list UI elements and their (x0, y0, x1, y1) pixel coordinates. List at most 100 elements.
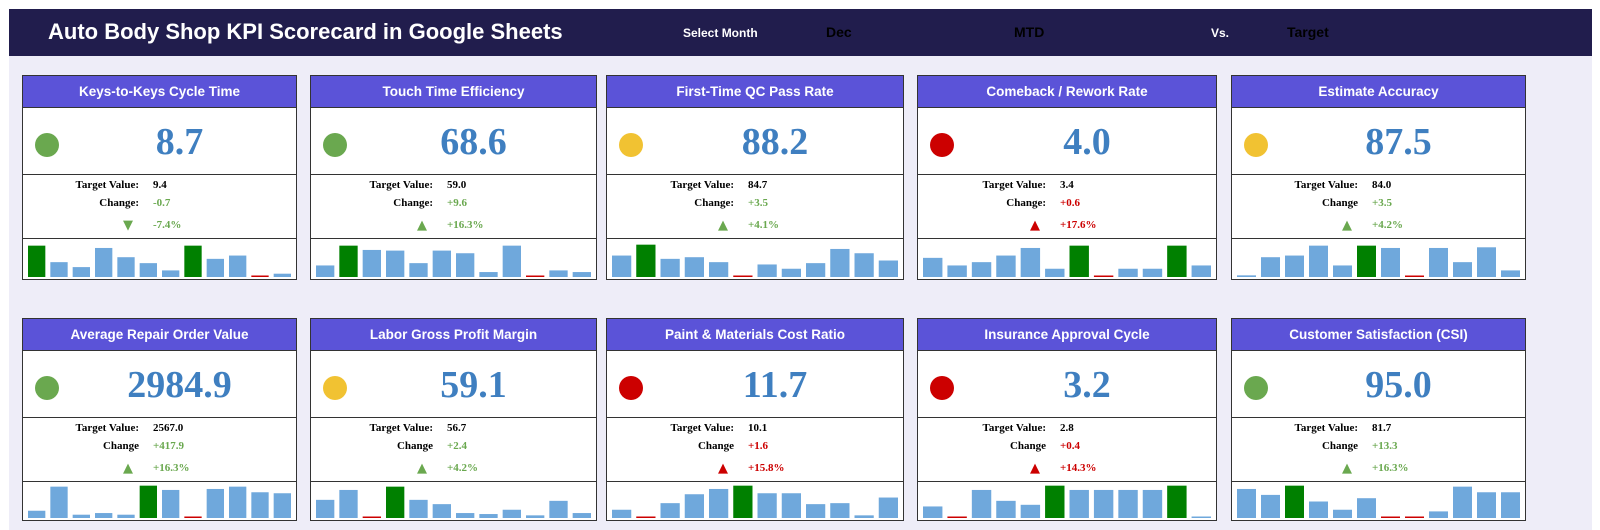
sparkline-bar (1309, 501, 1328, 518)
target-value: 56.7 (447, 422, 467, 434)
sparkline-svg (28, 485, 291, 518)
status-indicator-icon (323, 376, 347, 400)
kpi-title: Comeback / Rework Rate (918, 76, 1216, 108)
kpi-value: 59.1 (440, 364, 507, 406)
sparkline-bar (1118, 268, 1138, 277)
sparkline-svg (316, 245, 591, 277)
kpi-stats: Target Value: 84.7 Change: +3.5 ▲ +4.1% (607, 175, 903, 239)
sparkline-bar (1501, 270, 1520, 277)
arrow-up-icon: ▲ (1030, 461, 1040, 476)
vs-label: Vs. (1211, 26, 1230, 40)
sparkline-chart (23, 482, 296, 520)
sparkline-bar (660, 258, 680, 277)
kpi-value: 95.0 (1365, 364, 1432, 406)
sparkline-bar (139, 263, 157, 277)
sparkline-svg (923, 485, 1211, 518)
sparkline-chart (311, 241, 596, 279)
target-value: 84.7 (748, 179, 768, 191)
kpi-value: 2984.9 (127, 364, 232, 406)
sparkline-bar (684, 257, 704, 277)
kpi-stats: Target Value: 9.4 Change: -0.7 ▼ -7.4% (23, 175, 296, 239)
kpi-value: 8.7 (155, 121, 204, 163)
kpi-value-section: 88.2 (607, 108, 903, 175)
sparkline-bar (947, 265, 967, 277)
sparkline-bar (1191, 265, 1211, 277)
change-value: +3.5 (1372, 197, 1393, 209)
sparkline-bar (184, 516, 202, 518)
sparkline-bar (28, 245, 46, 277)
kpi-stats: Target Value: 10.1 Change +1.6 ▲ +15.8% (607, 418, 903, 482)
sparkline-bar (1285, 255, 1304, 277)
kpi-card: Keys-to-Keys Cycle Time 8.7 Target Value… (22, 75, 297, 280)
change-percent: +16.3% (153, 462, 190, 474)
sparkline-bar (139, 485, 157, 518)
sparkline-bar (830, 503, 850, 518)
sparkline-bar (1477, 492, 1496, 518)
dashboard-header: Auto Body Shop KPI Scorecard in Google S… (9, 9, 1592, 56)
sparkline-bar (1429, 247, 1448, 277)
sparkline-bar (1093, 275, 1114, 277)
change-value: -0.7 (153, 197, 171, 209)
sparkline-bar (28, 510, 46, 518)
sparkline-bar (479, 272, 498, 277)
kpi-card: Paint & Materials Cost Ratio 11.7 Target… (606, 318, 904, 521)
sparkline-bar (339, 489, 358, 518)
sparkline-svg (612, 485, 898, 518)
sparkline-bar (526, 275, 545, 277)
sparkline-bar (72, 514, 90, 518)
compare-select[interactable]: Target (1287, 24, 1329, 40)
kpi-card: Comeback / Rework Rate 4.0 Target Value:… (917, 75, 1217, 280)
status-indicator-icon (1244, 133, 1268, 157)
target-value: 3.4 (1060, 179, 1074, 191)
sparkline-svg (316, 486, 591, 518)
sparkline-bar (1261, 257, 1280, 277)
sparkline-bar (1333, 509, 1352, 518)
sparkline-bar (971, 489, 992, 518)
sparkline-bar (1477, 247, 1496, 277)
sparkline-bar (432, 504, 451, 518)
sparkline-bar (386, 486, 405, 518)
kpi-value-section: 4.0 (918, 108, 1216, 175)
arrow-up-icon: ▲ (1030, 218, 1040, 233)
kpi-value: 87.5 (1365, 121, 1432, 163)
sparkline-bar (1093, 489, 1114, 518)
target-value: 81.7 (1372, 422, 1392, 434)
target-label: Target Value: (982, 179, 1046, 191)
sparkline-chart (1232, 241, 1525, 279)
sparkline-bar (1045, 485, 1065, 518)
sparkline-bar (757, 493, 777, 518)
sparkline-bar (1020, 504, 1041, 518)
sparkline-bar (612, 509, 632, 518)
sparkline-bar (1381, 247, 1400, 277)
sparkline-bar (432, 250, 451, 277)
sparkline-svg (1237, 245, 1520, 277)
sparkline-chart (607, 482, 903, 520)
sparkline-bar (806, 263, 826, 277)
sparkline-bar (409, 263, 428, 277)
status-indicator-icon (930, 133, 954, 157)
kpi-value-section: 3.2 (918, 351, 1216, 418)
target-value: 84.0 (1372, 179, 1392, 191)
month-select[interactable]: Dec (826, 24, 852, 40)
status-indicator-icon (35, 133, 59, 157)
change-percent: +4.2% (447, 462, 479, 474)
sparkline-chart (1232, 482, 1525, 520)
change-percent: +4.2% (1372, 219, 1404, 231)
sparkline-bar (162, 489, 180, 518)
sparkline-bar (733, 275, 753, 277)
sparkline-chart (311, 482, 596, 520)
sparkline-bar (878, 497, 898, 518)
sparkline-chart (607, 241, 903, 279)
kpi-stats: Target Value: 56.7 Change +2.4 ▲ +4.2% (311, 418, 596, 482)
kpi-title: Insurance Approval Cycle (918, 319, 1216, 351)
sparkline-bar (456, 513, 475, 518)
status-indicator-icon (619, 133, 643, 157)
kpi-value: 4.0 (1063, 121, 1111, 163)
sparkline-bar (549, 270, 568, 277)
sparkline-bar (526, 515, 545, 518)
kpi-stats: Target Value: 81.7 Change +13.3 ▲ +16.3% (1232, 418, 1525, 482)
target-value: 2.8 (1060, 422, 1074, 434)
sparkline-bar (95, 247, 113, 277)
sparkline-bar (636, 516, 656, 518)
period-select[interactable]: MTD (1014, 24, 1045, 40)
